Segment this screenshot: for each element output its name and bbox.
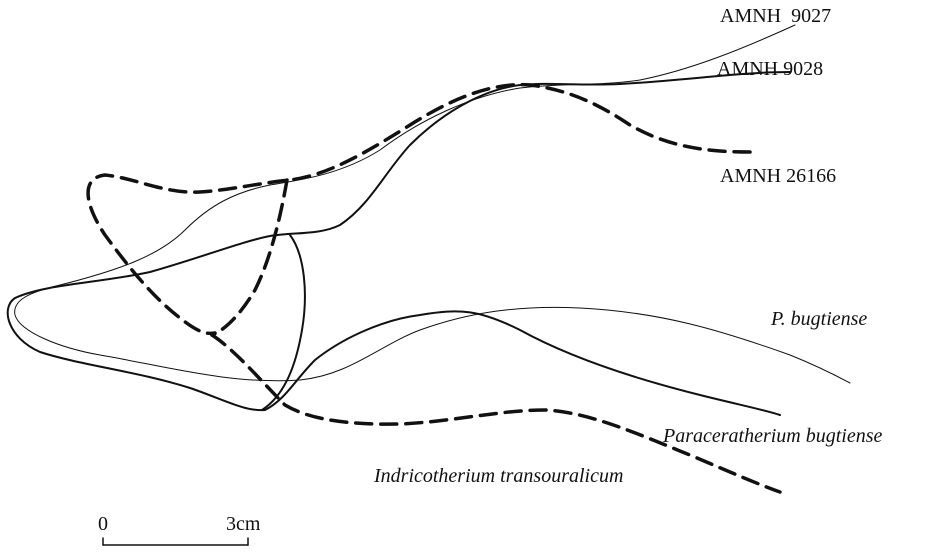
label: P. bugtiense [770,308,867,330]
label: AMNH 26166 [720,165,836,187]
scale-label: 3cm [226,513,261,535]
label: Indricotherium transouralicum [373,465,623,487]
outline-solid [8,72,790,415]
outline-dashed-crossbar [212,180,287,335]
figure: AMNH 9027 AMNH 9028 AMNH 26166 P. bugtie… [0,0,937,555]
label: Paraceratherium bugtiense [662,425,883,447]
outline-dashed [88,85,750,334]
label: AMNH 9027 [720,5,831,27]
label: AMNH 9028 [717,58,823,80]
scale-label: 0 [98,513,108,535]
